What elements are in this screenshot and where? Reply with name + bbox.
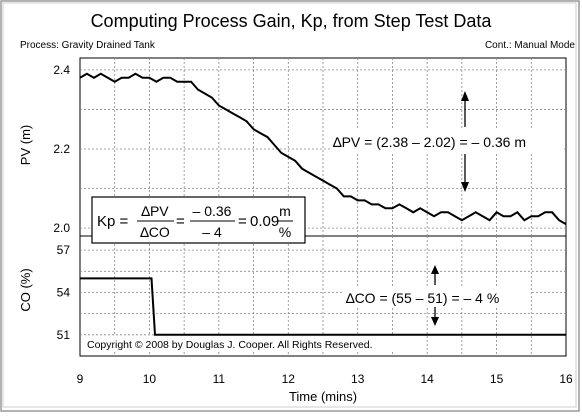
kp-eq1: =: [176, 213, 185, 230]
x-tick-label: 9: [77, 372, 84, 386]
inner-frame: [2, 2, 577, 408]
x-tick-label: 10: [143, 372, 157, 386]
copyright-bg: [85, 336, 411, 352]
co-tick-label: 51: [57, 328, 71, 342]
process-label: Process: Gravity Drained Tank: [20, 40, 156, 51]
dco-annotation: ∆CO = (55 – 51) = – 4 %: [346, 290, 499, 306]
copyright: Copyright © 2008 by Douglas J. Cooper. A…: [87, 339, 373, 351]
pv-axis-label: PV (m): [18, 125, 33, 165]
kp-num2: – 0.36: [193, 203, 232, 219]
co-tick-label: 57: [57, 243, 71, 257]
x-tick-label: 12: [282, 372, 296, 386]
dco-arrow: [431, 265, 439, 326]
chart-title: Computing Process Gain, Kp, from Step Te…: [91, 11, 493, 31]
kp-eq2: =: [238, 213, 247, 230]
dpv-arrow: [461, 91, 469, 192]
kp-den2: – 4: [202, 224, 222, 240]
dco-label-bg: [342, 287, 530, 307]
kp-lhs: Kp =: [97, 213, 129, 230]
kp-unit-den: %: [279, 224, 291, 240]
x-tick-label: 15: [490, 372, 504, 386]
tick-labels: 2.0 2.2 2.4 51 54 57 9 10 11 12 13 14 15 16: [53, 63, 573, 386]
x-axis-label: Time (mins): [289, 389, 357, 404]
kp-den1: ∆CO: [140, 224, 170, 240]
dpv-label-bg: [330, 130, 562, 152]
pv-tick-label: 2.4: [53, 63, 70, 77]
kp-num1: ∆PV: [141, 203, 169, 219]
x-tick-label: 11: [213, 372, 226, 386]
pv-series-line: [79, 72, 567, 225]
dpv-annotation: ∆PV = (2.38 – 2.02) = – 0.36 m: [333, 134, 526, 150]
co-axis-label: CO (%): [18, 268, 33, 311]
x-tick-label: 16: [559, 372, 573, 386]
x-tick-label: 14: [420, 372, 434, 386]
kp-formula-box: Kp = ∆PV ∆CO = – 0.36 – 4 = 0.09 m %: [91, 196, 306, 244]
co-tick-label: 54: [57, 285, 71, 299]
controller-label: Cont.: Manual Mode: [485, 40, 575, 51]
pv-tick-label: 2.0: [53, 221, 70, 235]
kp-unit-num: m: [279, 203, 291, 219]
x-tick-label: 13: [351, 372, 365, 386]
pv-tick-label: 2.2: [53, 142, 70, 156]
co-series-line: [80, 277, 566, 336]
kp-value: 0.09: [250, 213, 279, 230]
